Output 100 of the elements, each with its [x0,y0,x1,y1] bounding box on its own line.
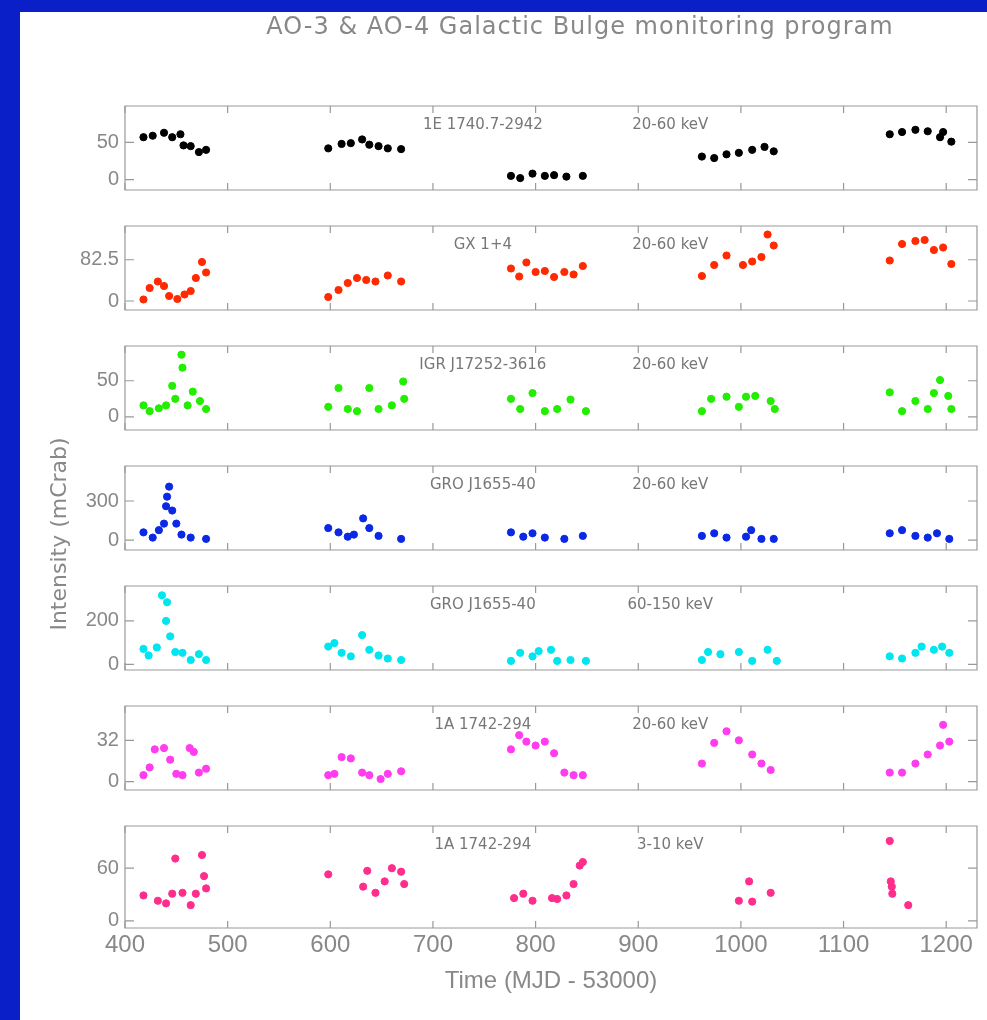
y-tick-label: 32 [96,727,119,750]
point [150,745,159,754]
point [343,404,352,414]
point [716,650,725,659]
point [560,534,569,543]
point [399,377,408,386]
point [911,125,920,134]
point [745,877,754,886]
point [159,128,169,137]
point [760,142,769,151]
y-tick-label: 50 [96,368,119,391]
point [766,765,775,775]
x-tick-label: 1000 [714,930,768,958]
point [201,884,211,893]
point [885,529,894,538]
point [152,643,161,652]
point [553,404,562,414]
point [897,407,907,416]
point [371,888,380,897]
point [324,144,333,153]
point [180,290,189,299]
point [157,591,167,600]
point [337,139,346,149]
point [528,652,537,661]
point [748,656,757,665]
point [324,523,333,533]
point [885,768,894,777]
point [506,171,516,180]
point [697,655,706,665]
point [139,295,148,304]
point [191,273,200,283]
point [330,769,339,778]
point [923,750,932,759]
point [929,645,938,654]
point [748,897,757,906]
point [397,534,406,543]
point [763,645,772,654]
point [397,655,406,665]
point [549,272,559,282]
point [757,534,766,543]
point [397,145,406,154]
point [201,145,211,154]
point [923,533,932,542]
point [358,768,367,777]
point [710,738,719,747]
point [343,278,352,288]
y-tick-label: 0 [107,769,119,792]
point [161,401,171,410]
point [186,901,195,910]
point [904,901,913,910]
point [188,387,197,396]
point [917,642,926,651]
point [769,534,778,543]
point [183,401,192,410]
annotation: 20-60 keV [632,475,710,494]
point [546,645,556,654]
point [197,257,207,267]
point [697,759,706,768]
y-tick-label: 0 [107,651,119,674]
point [201,534,211,543]
point [330,638,339,648]
point [139,771,148,780]
point [173,294,182,304]
point [519,532,528,541]
point [923,404,932,414]
point [199,872,209,881]
annotation: 20-60 keV [632,355,710,374]
point [154,526,163,535]
point [747,526,756,535]
point [944,391,953,401]
point [911,759,920,768]
point [581,656,590,665]
annotation: 20-60 keV [632,715,710,734]
y-tick-label: 0 [107,527,119,550]
point [734,148,743,157]
point [506,656,516,665]
y-tick-label: 0 [107,288,119,311]
point [734,402,743,411]
annotation: GRO J1655-40 [429,595,536,614]
point [324,870,333,879]
point [562,891,571,900]
point [722,533,731,542]
point [387,401,396,410]
point [201,655,211,665]
point [371,277,380,286]
point [506,394,516,403]
point [738,260,748,270]
point [153,277,162,286]
x-tick-label: 600 [310,930,351,958]
point [769,147,778,156]
point [939,127,948,137]
point [734,736,743,745]
point [334,528,343,537]
point [935,741,945,750]
point [358,135,367,144]
point [885,256,894,265]
point [757,252,766,262]
point [161,899,171,908]
point [566,395,575,404]
point [376,774,385,784]
